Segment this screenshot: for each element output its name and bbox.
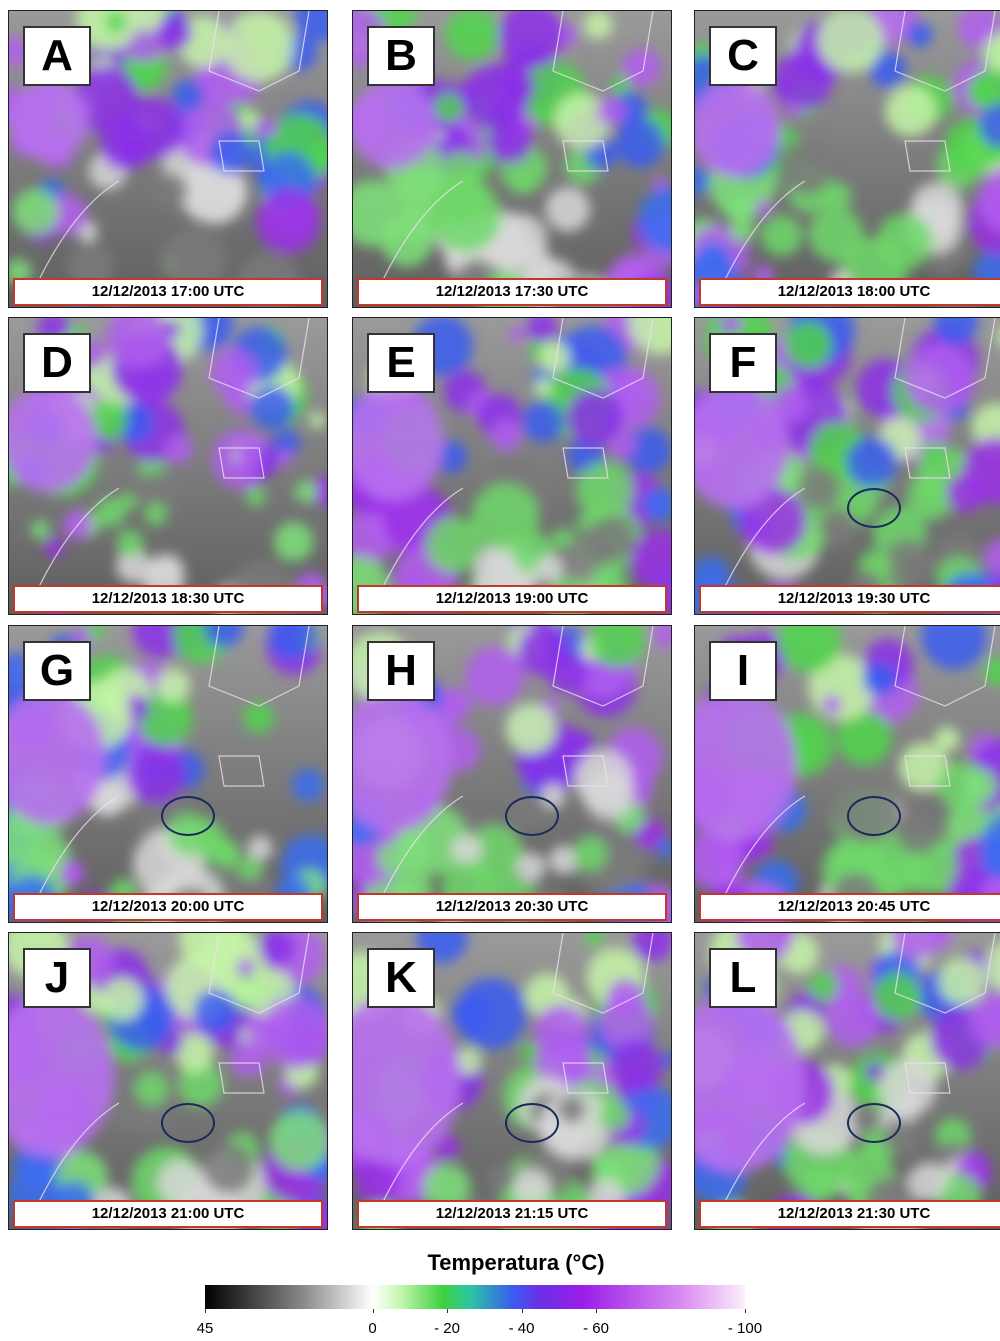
satellite-panel: J 12/12/2013 21:00 UTC: [8, 932, 328, 1230]
panel-letter: A: [23, 26, 91, 86]
satellite-panel: A 12/12/2013 17:00 UTC: [8, 10, 328, 308]
colorbar-tick-label: - 20: [417, 1320, 477, 1337]
panel-timestamp: 12/12/2013 21:15 UTC: [357, 1200, 667, 1228]
panel-timestamp: 12/12/2013 21:00 UTC: [13, 1200, 323, 1228]
colorbar-tick: [373, 1309, 374, 1313]
panel-timestamp: 12/12/2013 20:00 UTC: [13, 893, 323, 921]
panel-timestamp: 12/12/2013 20:45 UTC: [699, 893, 1000, 921]
panel-letter: C: [709, 26, 777, 86]
panel-timestamp: 12/12/2013 20:30 UTC: [357, 893, 667, 921]
satellite-panel: D 12/12/2013 18:30 UTC: [8, 317, 328, 615]
colorbar-tick-label: - 60: [566, 1320, 626, 1337]
panel-letter: G: [23, 641, 91, 701]
colorbar-tick: [596, 1309, 597, 1313]
colorbar-tick: [205, 1309, 206, 1313]
panel-letter: F: [709, 333, 777, 393]
colorbar-tick: [447, 1309, 448, 1313]
panel-letter: L: [709, 948, 777, 1008]
panel-timestamp: 12/12/2013 19:00 UTC: [357, 585, 667, 613]
panel-letter: D: [23, 333, 91, 393]
panel-timestamp: 12/12/2013 18:00 UTC: [699, 278, 1000, 306]
satellite-panel: G 12/12/2013 20:00 UTC: [8, 625, 328, 923]
satellite-panel: E 12/12/2013 19:00 UTC: [352, 317, 672, 615]
colorbar-tick-label: - 100: [715, 1320, 775, 1337]
colorbar-tick: [745, 1309, 746, 1313]
panel-letter: H: [367, 641, 435, 701]
panel-timestamp: 12/12/2013 17:00 UTC: [13, 278, 323, 306]
panel-timestamp: 12/12/2013 21:30 UTC: [699, 1200, 1000, 1228]
highlight-ellipse: [847, 488, 901, 528]
colorbar-tick-label: 0: [343, 1320, 403, 1337]
panel-letter: K: [367, 948, 435, 1008]
colorbar-title: Temperatura (°C): [316, 1250, 716, 1276]
figure: Temperatura (°C) A 12/12/2013 17:00 UTC B…: [0, 0, 1000, 1341]
panel-timestamp: 12/12/2013 17:30 UTC: [357, 278, 667, 306]
satellite-panel: H 12/12/2013 20:30 UTC: [352, 625, 672, 923]
satellite-panel: B 12/12/2013 17:30 UTC: [352, 10, 672, 308]
colorbar-tick-label: - 40: [492, 1320, 552, 1337]
panel-letter: B: [367, 26, 435, 86]
satellite-panel: L 12/12/2013 21:30 UTC: [694, 932, 1000, 1230]
panel-letter: E: [367, 333, 435, 393]
colorbar: [205, 1285, 745, 1309]
highlight-ellipse: [161, 1103, 215, 1143]
panel-letter: I: [709, 641, 777, 701]
satellite-panel: F 12/12/2013 19:30 UTC: [694, 317, 1000, 615]
satellite-panel: C 12/12/2013 18:00 UTC: [694, 10, 1000, 308]
satellite-panel: K 12/12/2013 21:15 UTC: [352, 932, 672, 1230]
highlight-ellipse: [847, 796, 901, 836]
panel-letter: J: [23, 948, 91, 1008]
highlight-ellipse: [505, 1103, 559, 1143]
panel-timestamp: 12/12/2013 18:30 UTC: [13, 585, 323, 613]
colorbar-tick-label: 45: [175, 1320, 235, 1337]
colorbar-tick: [522, 1309, 523, 1313]
highlight-ellipse: [505, 796, 559, 836]
highlight-ellipse: [161, 796, 215, 836]
satellite-panel: I 12/12/2013 20:45 UTC: [694, 625, 1000, 923]
highlight-ellipse: [847, 1103, 901, 1143]
panel-timestamp: 12/12/2013 19:30 UTC: [699, 585, 1000, 613]
